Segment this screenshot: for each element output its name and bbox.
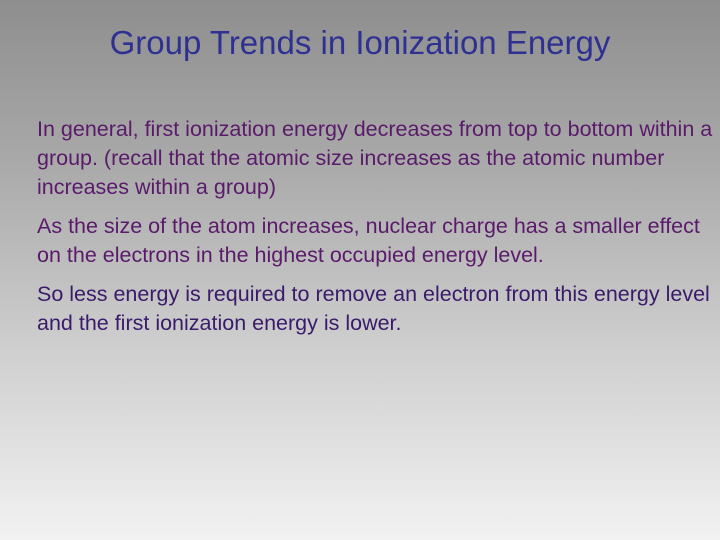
paragraph-1: In general, first ionization energy decr… [37,117,713,199]
paragraph-3: So less energy is required to remove an … [37,282,710,335]
slide-body: In general, first ionization energy decr… [37,115,713,348]
slide-title: Group Trends in Ionization Energy [109,24,611,61]
paragraph-2: As the size of the atom increases, nucle… [37,214,700,267]
